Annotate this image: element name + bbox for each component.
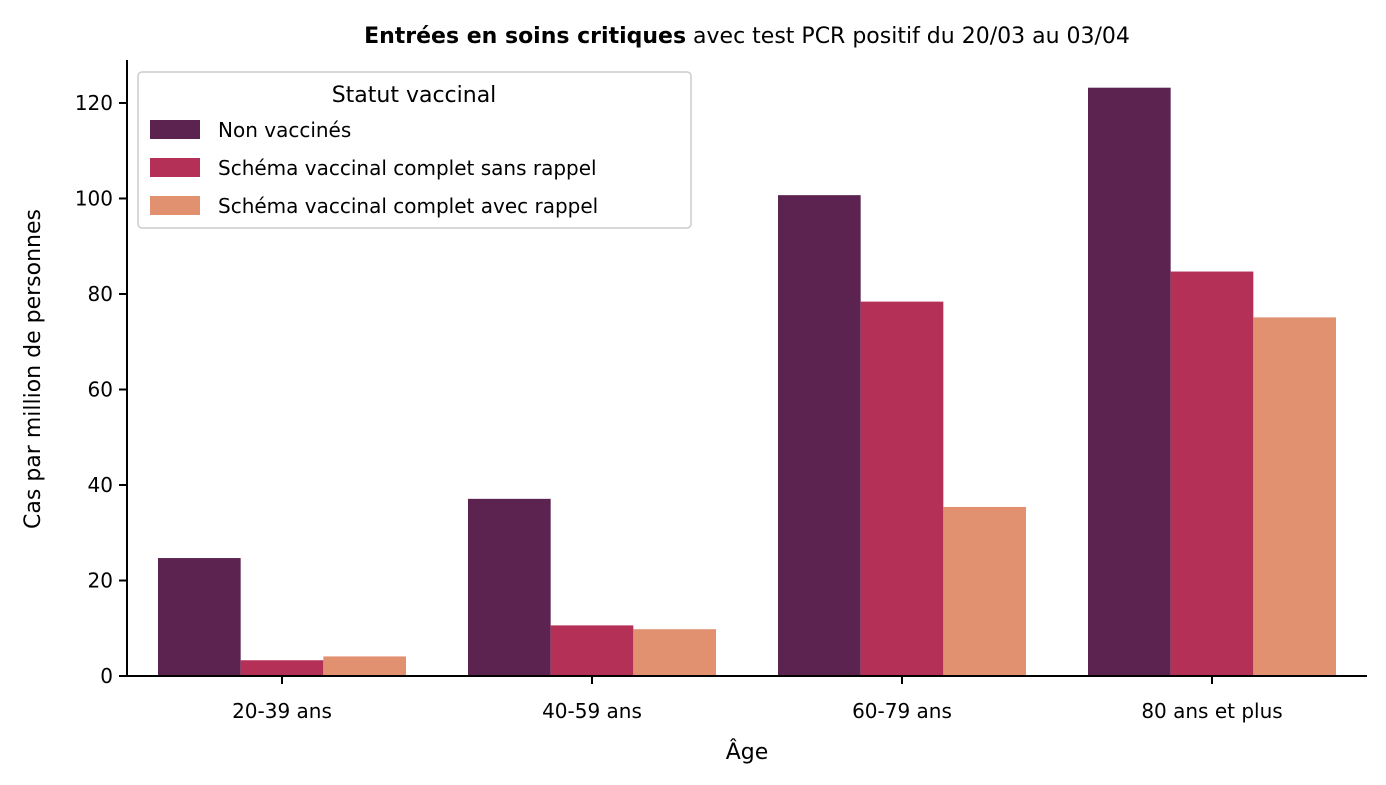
bar-3-80-ans-et-plus <box>1253 317 1336 676</box>
legend-swatch <box>150 120 200 139</box>
chart-title-bold: Entrées en soins critiques <box>364 24 686 49</box>
x-tick-label: 20-39 ans <box>232 699 332 723</box>
legend: Statut vaccinal Non vaccinés Schéma vacci… <box>137 71 692 229</box>
y-tick-label: 20 <box>88 568 113 592</box>
x-axis: 20-39 ans 40-59 ans 60-79 ans 80 ans et plu… <box>127 675 1367 723</box>
bar-1-60-79-ans <box>778 195 861 676</box>
legend-label: Schéma vaccinal complet avec rappel <box>218 194 598 218</box>
bar-2-60-79-ans <box>860 301 944 676</box>
bar-3-60-79-ans <box>943 506 1026 676</box>
bar-2-20-39-ans <box>240 660 324 676</box>
bar-3-20-39-ans <box>323 656 406 676</box>
y-tick-label: 100 <box>75 186 113 210</box>
y-tick-label: 120 <box>75 91 113 115</box>
x-tick-label: 40-59 ans <box>542 699 642 723</box>
x-axis-title: Âge <box>726 739 769 765</box>
y-tick-label: 80 <box>88 282 113 306</box>
x-tick-label: 60-79 ans <box>852 699 952 723</box>
bar-1-40-59-ans <box>468 498 551 676</box>
legend-title: Statut vaccinal <box>332 83 497 108</box>
x-tick-label: 80 ans et plus <box>1141 699 1282 723</box>
bar-2-80-ans-et-plus <box>1170 271 1254 676</box>
legend-label: Schéma vaccinal complet sans rappel <box>218 156 597 180</box>
y-axis-title: Cas par million de personnes <box>21 209 46 529</box>
bar-1-80-ans-et-plus <box>1088 87 1171 677</box>
chart-title: Entrées en soins critiques avec test PCR… <box>364 24 1130 49</box>
chart-title-rest: avec test PCR positif du 20/03 au 03/04 <box>686 24 1130 49</box>
bars-group <box>158 87 1336 677</box>
bar-3-40-59-ans <box>633 629 716 676</box>
legend-label: Non vaccinés <box>218 118 351 142</box>
legend-swatch <box>150 158 200 177</box>
y-tick-label: 60 <box>88 377 113 401</box>
legend-swatch <box>150 196 200 215</box>
y-tick-label: 0 <box>100 664 113 688</box>
bar-1-20-39-ans <box>158 558 241 676</box>
legend-frame <box>137 71 692 229</box>
y-axis: 0 20 40 60 80 100 120 <box>75 60 128 688</box>
y-tick-label: 40 <box>88 473 113 497</box>
bar-2-40-59-ans <box>550 625 634 676</box>
